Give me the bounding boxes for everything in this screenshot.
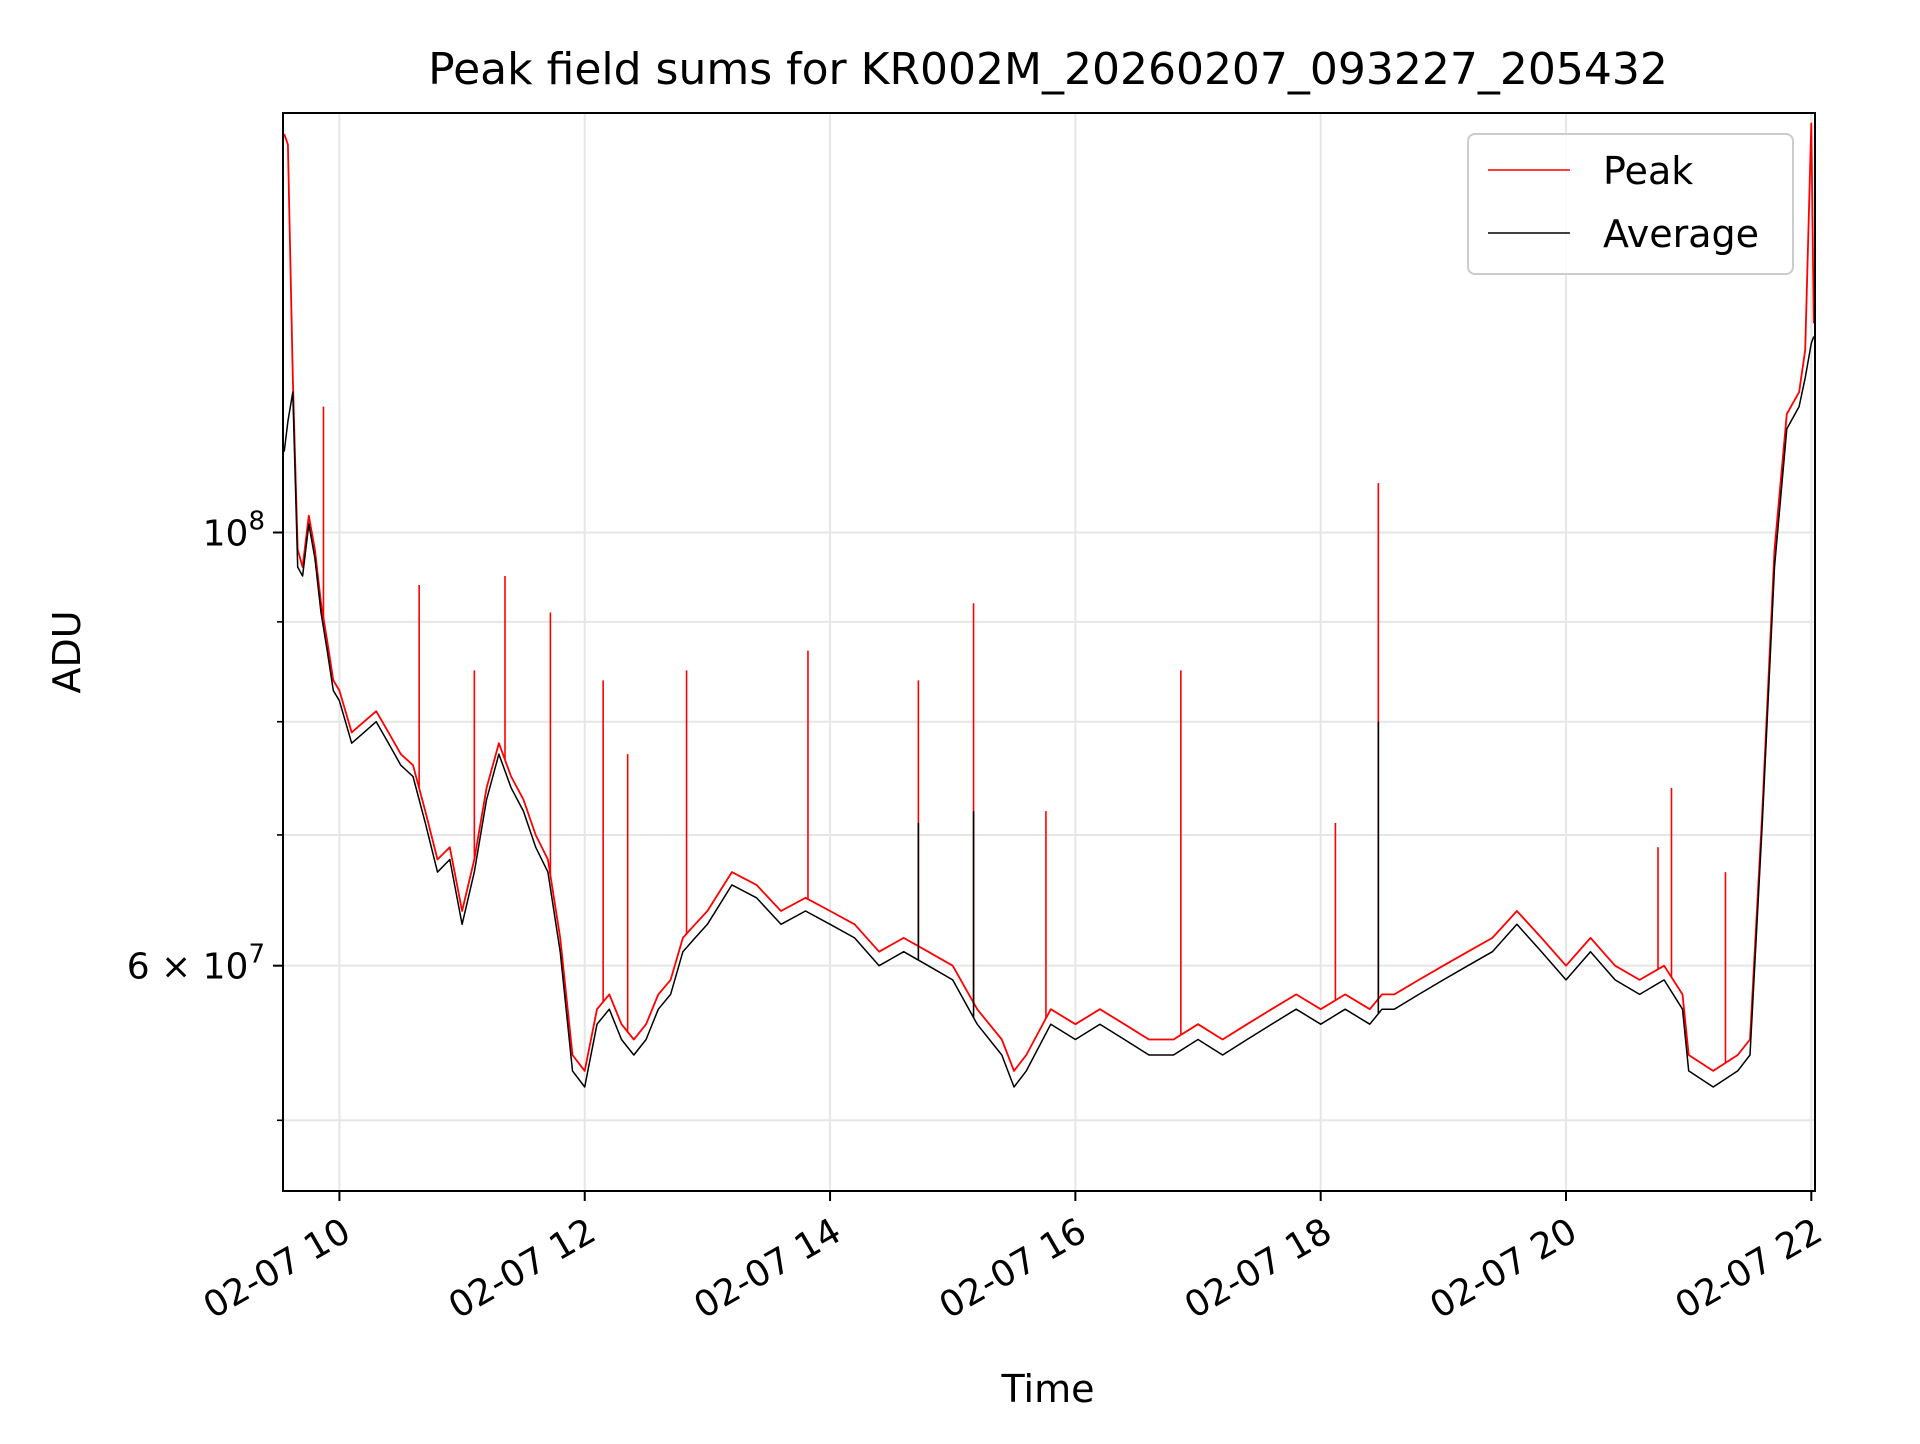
legend-label-peak: Peak — [1603, 149, 1693, 193]
series-line-peak — [283, 122, 1815, 1072]
series-layer — [283, 122, 1815, 1088]
y-tick-label: 108 — [203, 507, 265, 555]
y-axis-ticks: 108 6 × 107 — [127, 507, 283, 1122]
plot-area-frame — [282, 112, 1816, 1192]
legend: Peak Average — [1467, 133, 1794, 275]
y-axis-label: ADU — [45, 610, 89, 693]
series-line-average — [283, 336, 1815, 1088]
y-tick-label-base: 10 — [203, 514, 249, 555]
legend-label-average: Average — [1603, 212, 1759, 256]
y-tick-label-exponent: 7 — [248, 940, 265, 970]
y-tick-label-exponent: 8 — [248, 507, 265, 537]
legend-box — [1467, 133, 1794, 275]
x-axis-label: Time — [1001, 1367, 1095, 1411]
y-tick-label: 6 × 107 — [127, 940, 265, 988]
y-tick-label-base: 6 × 10 — [127, 947, 249, 988]
chart-title: Peak field sums for KR002M_20260207_0932… — [428, 44, 1668, 95]
grid-lines — [283, 113, 1815, 1191]
